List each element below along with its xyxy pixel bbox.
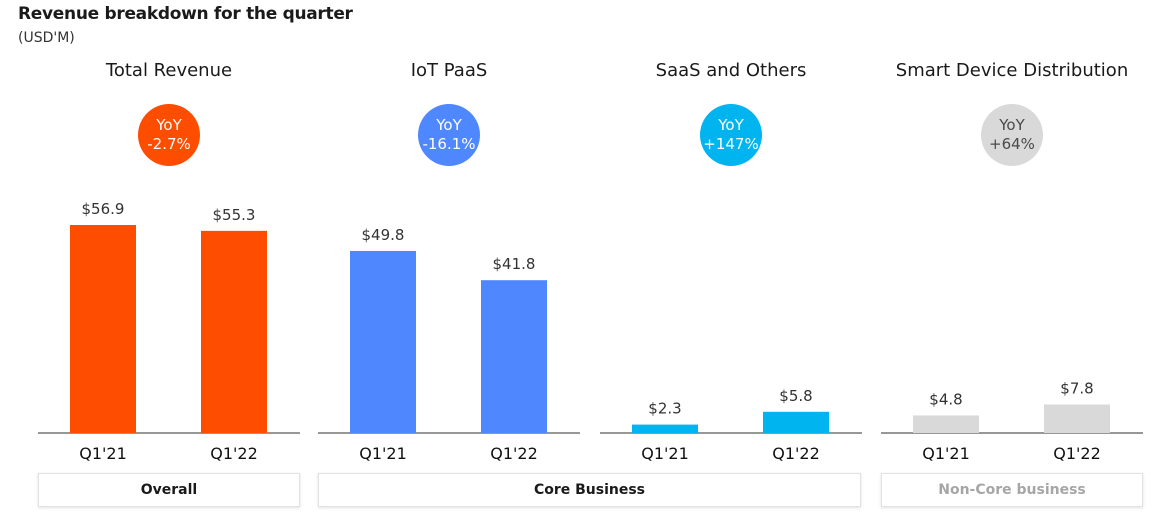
group-title-iot-paas: IoT PaaS bbox=[411, 60, 488, 81]
value-label-iot-paas-1: $41.8 bbox=[493, 255, 536, 273]
yoy-value-smart-device-distribution: +64% bbox=[989, 135, 1035, 153]
tick-label-iot-paas-0: Q1'21 bbox=[359, 444, 407, 463]
tick-label-smart-device-distribution-1: Q1'22 bbox=[1053, 444, 1101, 463]
yoy-value-saas-and-others: +147% bbox=[703, 135, 758, 153]
value-label-smart-device-distribution-0: $4.8 bbox=[929, 390, 962, 408]
yoy-label-total-revenue: YoY bbox=[155, 116, 182, 134]
yoy-badge-saas-and-others bbox=[700, 104, 762, 166]
group-title-total-revenue: Total Revenue bbox=[105, 60, 232, 81]
value-label-saas-and-others-1: $5.8 bbox=[779, 387, 812, 405]
value-label-total-revenue-1: $55.3 bbox=[213, 206, 256, 224]
value-label-smart-device-distribution-1: $7.8 bbox=[1060, 379, 1093, 397]
bar-iot-paas-1 bbox=[481, 280, 547, 433]
yoy-label-iot-paas: YoY bbox=[435, 116, 462, 134]
value-label-total-revenue-0: $56.9 bbox=[82, 200, 125, 218]
tick-label-total-revenue-1: Q1'22 bbox=[210, 444, 258, 463]
group-title-saas-and-others: SaaS and Others bbox=[656, 60, 807, 81]
tick-label-smart-device-distribution-0: Q1'21 bbox=[922, 444, 970, 463]
bar-saas-and-others-0 bbox=[632, 424, 698, 433]
bar-total-revenue-1 bbox=[201, 230, 267, 433]
footer-core-business: Core Business bbox=[318, 473, 861, 507]
yoy-badge-iot-paas bbox=[418, 104, 480, 166]
yoy-label-smart-device-distribution: YoY bbox=[998, 116, 1025, 134]
tick-label-saas-and-others-0: Q1'21 bbox=[641, 444, 689, 463]
bar-total-revenue-0 bbox=[70, 225, 136, 433]
value-label-iot-paas-0: $49.8 bbox=[362, 226, 405, 244]
group-title-smart-device-distribution: Smart Device Distribution bbox=[896, 60, 1128, 81]
chart-title: Revenue breakdown for the quarter bbox=[18, 4, 353, 24]
yoy-label-saas-and-others: YoY bbox=[717, 116, 744, 134]
bar-smart-device-distribution-1 bbox=[1044, 404, 1110, 433]
bar-smart-device-distribution-0 bbox=[913, 415, 979, 433]
bar-saas-and-others-1 bbox=[763, 411, 829, 433]
bar-iot-paas-0 bbox=[350, 250, 416, 433]
value-label-saas-and-others-0: $2.3 bbox=[648, 400, 681, 418]
yoy-value-total-revenue: -2.7% bbox=[147, 135, 191, 153]
tick-label-iot-paas-1: Q1'22 bbox=[490, 444, 538, 463]
yoy-badge-smart-device-distribution bbox=[981, 104, 1043, 166]
tick-label-saas-and-others-1: Q1'22 bbox=[772, 444, 820, 463]
chart-subtitle: (USD'M) bbox=[18, 30, 75, 46]
footer-overall: Overall bbox=[38, 473, 300, 507]
tick-label-total-revenue-0: Q1'21 bbox=[79, 444, 127, 463]
yoy-value-iot-paas: -16.1% bbox=[422, 135, 475, 153]
footer-non-core-business: Non-Core business bbox=[881, 473, 1143, 507]
yoy-badge-total-revenue bbox=[138, 104, 200, 166]
